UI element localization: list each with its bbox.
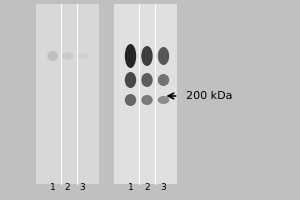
Text: 3: 3 — [160, 183, 166, 192]
Text: 2: 2 — [144, 183, 150, 192]
Ellipse shape — [125, 44, 136, 68]
Text: 200 kDa: 200 kDa — [186, 91, 232, 101]
Ellipse shape — [47, 51, 58, 61]
Ellipse shape — [158, 74, 169, 86]
Ellipse shape — [141, 73, 153, 87]
Ellipse shape — [62, 52, 73, 60]
Ellipse shape — [158, 96, 169, 104]
Ellipse shape — [125, 94, 136, 106]
Ellipse shape — [77, 53, 88, 59]
Bar — [114, 4, 177, 184]
Text: 1: 1 — [50, 183, 56, 192]
Ellipse shape — [125, 72, 136, 88]
Text: 3: 3 — [80, 183, 85, 192]
Bar — [36, 4, 99, 184]
Text: 1: 1 — [128, 183, 134, 192]
Ellipse shape — [141, 95, 153, 105]
Ellipse shape — [141, 46, 153, 66]
Ellipse shape — [158, 47, 169, 65]
Text: 2: 2 — [65, 183, 70, 192]
